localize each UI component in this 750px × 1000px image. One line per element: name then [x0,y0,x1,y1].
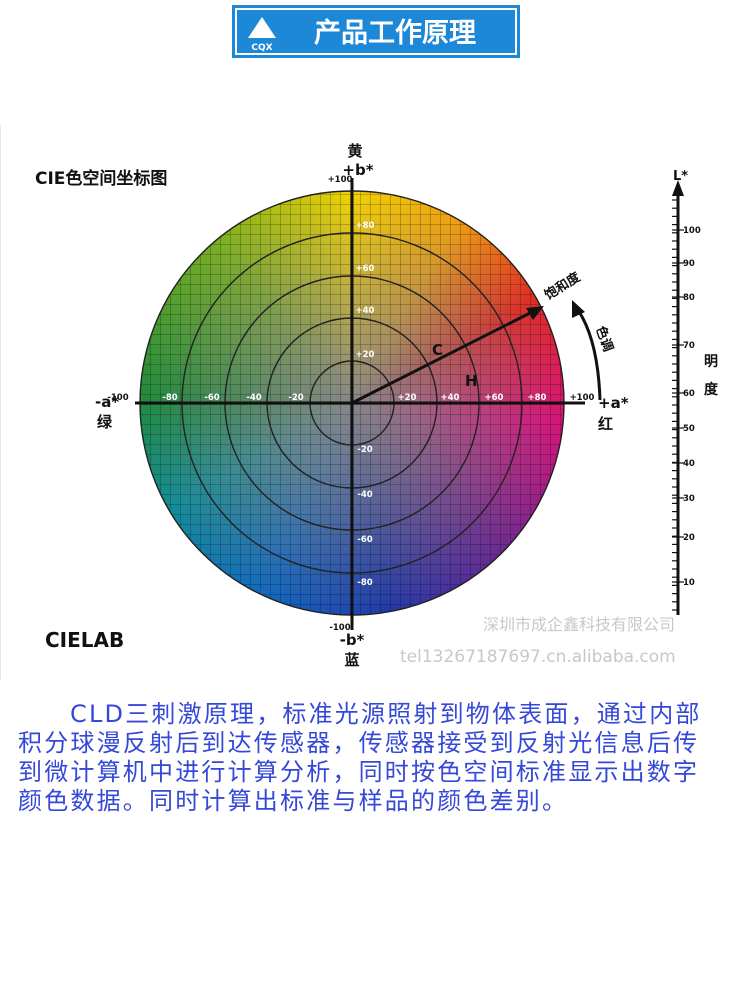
c-label: C [432,341,443,359]
diagram-subtitle: CIELAB [45,628,124,652]
lightness-label: L* [673,169,688,184]
b-tick-label: +40 [356,306,375,316]
a-tick-label: +40 [441,393,460,403]
b-tick-label: +60 [356,264,375,274]
b-tick-label: -80 [357,578,372,588]
b-tick-label: +100 [328,175,353,185]
lightness-tick-label: 30 [683,494,695,504]
lightness-tick-label: 100 [683,226,701,236]
b-tick-label: -40 [357,490,372,500]
lightness-tick-label: 90 [683,259,695,269]
lightness-tick-label: 50 [683,424,695,434]
lightness-name: 明 [704,354,718,370]
header-title: 产品工作原理 [314,18,476,49]
b-tick-label: -20 [357,445,372,455]
a-tick-label: -40 [246,393,261,403]
h-label: H [465,372,478,390]
b-tick-label: -100 [329,623,350,633]
logo-icon [248,17,276,38]
header-border [235,8,517,55]
axis-label: -a* [95,393,119,411]
lightness-tick-label: 20 [683,533,695,543]
a-tick-label: +60 [485,393,504,403]
arrow-head [672,180,684,196]
a-tick-label: -80 [162,393,177,403]
b-tick-label: -60 [357,535,372,545]
hue-label: 色调 [592,324,616,354]
axis-label: +a* [598,394,629,412]
header-banner [232,5,520,58]
logo-text: CQX [251,43,272,53]
paragraph-line: 积分球漫反射后到达传感器，传感器接受到反射光信息后传 [18,729,700,757]
a-tick-label: -100 [107,393,128,403]
paragraph-line: CLD三刺激原理，标准光源照射到物体表面，通过内部 [70,700,702,728]
a-tick-label: -20 [288,393,303,403]
lightness-tick-label: 70 [683,341,695,351]
axis-name: 红 [598,415,613,433]
watermark: 深圳市成企鑫科技有限公司 [483,615,675,634]
watermark: tel13267187697.cn.alibaba.com [400,647,676,667]
paragraph-line: 颜色数据。同时计算出标准与样品的颜色差别。 [18,787,569,815]
axis-label: +b* [342,161,373,179]
lightness-tick-label: 10 [683,578,695,588]
arrow-head [572,300,585,318]
paragraph-line: 到微计算机中进行计算分析，同时按色空间标准显示出数字 [18,758,700,786]
hue-arrow [576,309,602,401]
lightness-tick-label: 60 [683,389,695,399]
lightness-tick-label: 40 [683,459,695,469]
axis-name: 绿 [97,413,113,431]
b-tick-label: +20 [356,350,375,360]
diagram-title: CIE色空间坐标图 [35,168,167,189]
a-tick-label: +80 [528,393,547,403]
axis-label: -b* [340,631,365,649]
lightness-minor-ticks [672,199,684,611]
axis-name: 黄 [347,142,362,160]
arrow-head [526,306,544,320]
chroma-label: 饱和度 [541,269,584,304]
a-tick-label: +100 [570,393,595,403]
lightness-tick-label: 80 [683,293,695,303]
lightness-name: 度 [704,381,719,398]
axis-name: 蓝 [344,651,359,669]
a-tick-label: +20 [398,393,417,403]
a-tick-label: -60 [204,393,219,403]
chroma-arrow [351,310,533,405]
b-tick-label: +80 [356,221,375,231]
